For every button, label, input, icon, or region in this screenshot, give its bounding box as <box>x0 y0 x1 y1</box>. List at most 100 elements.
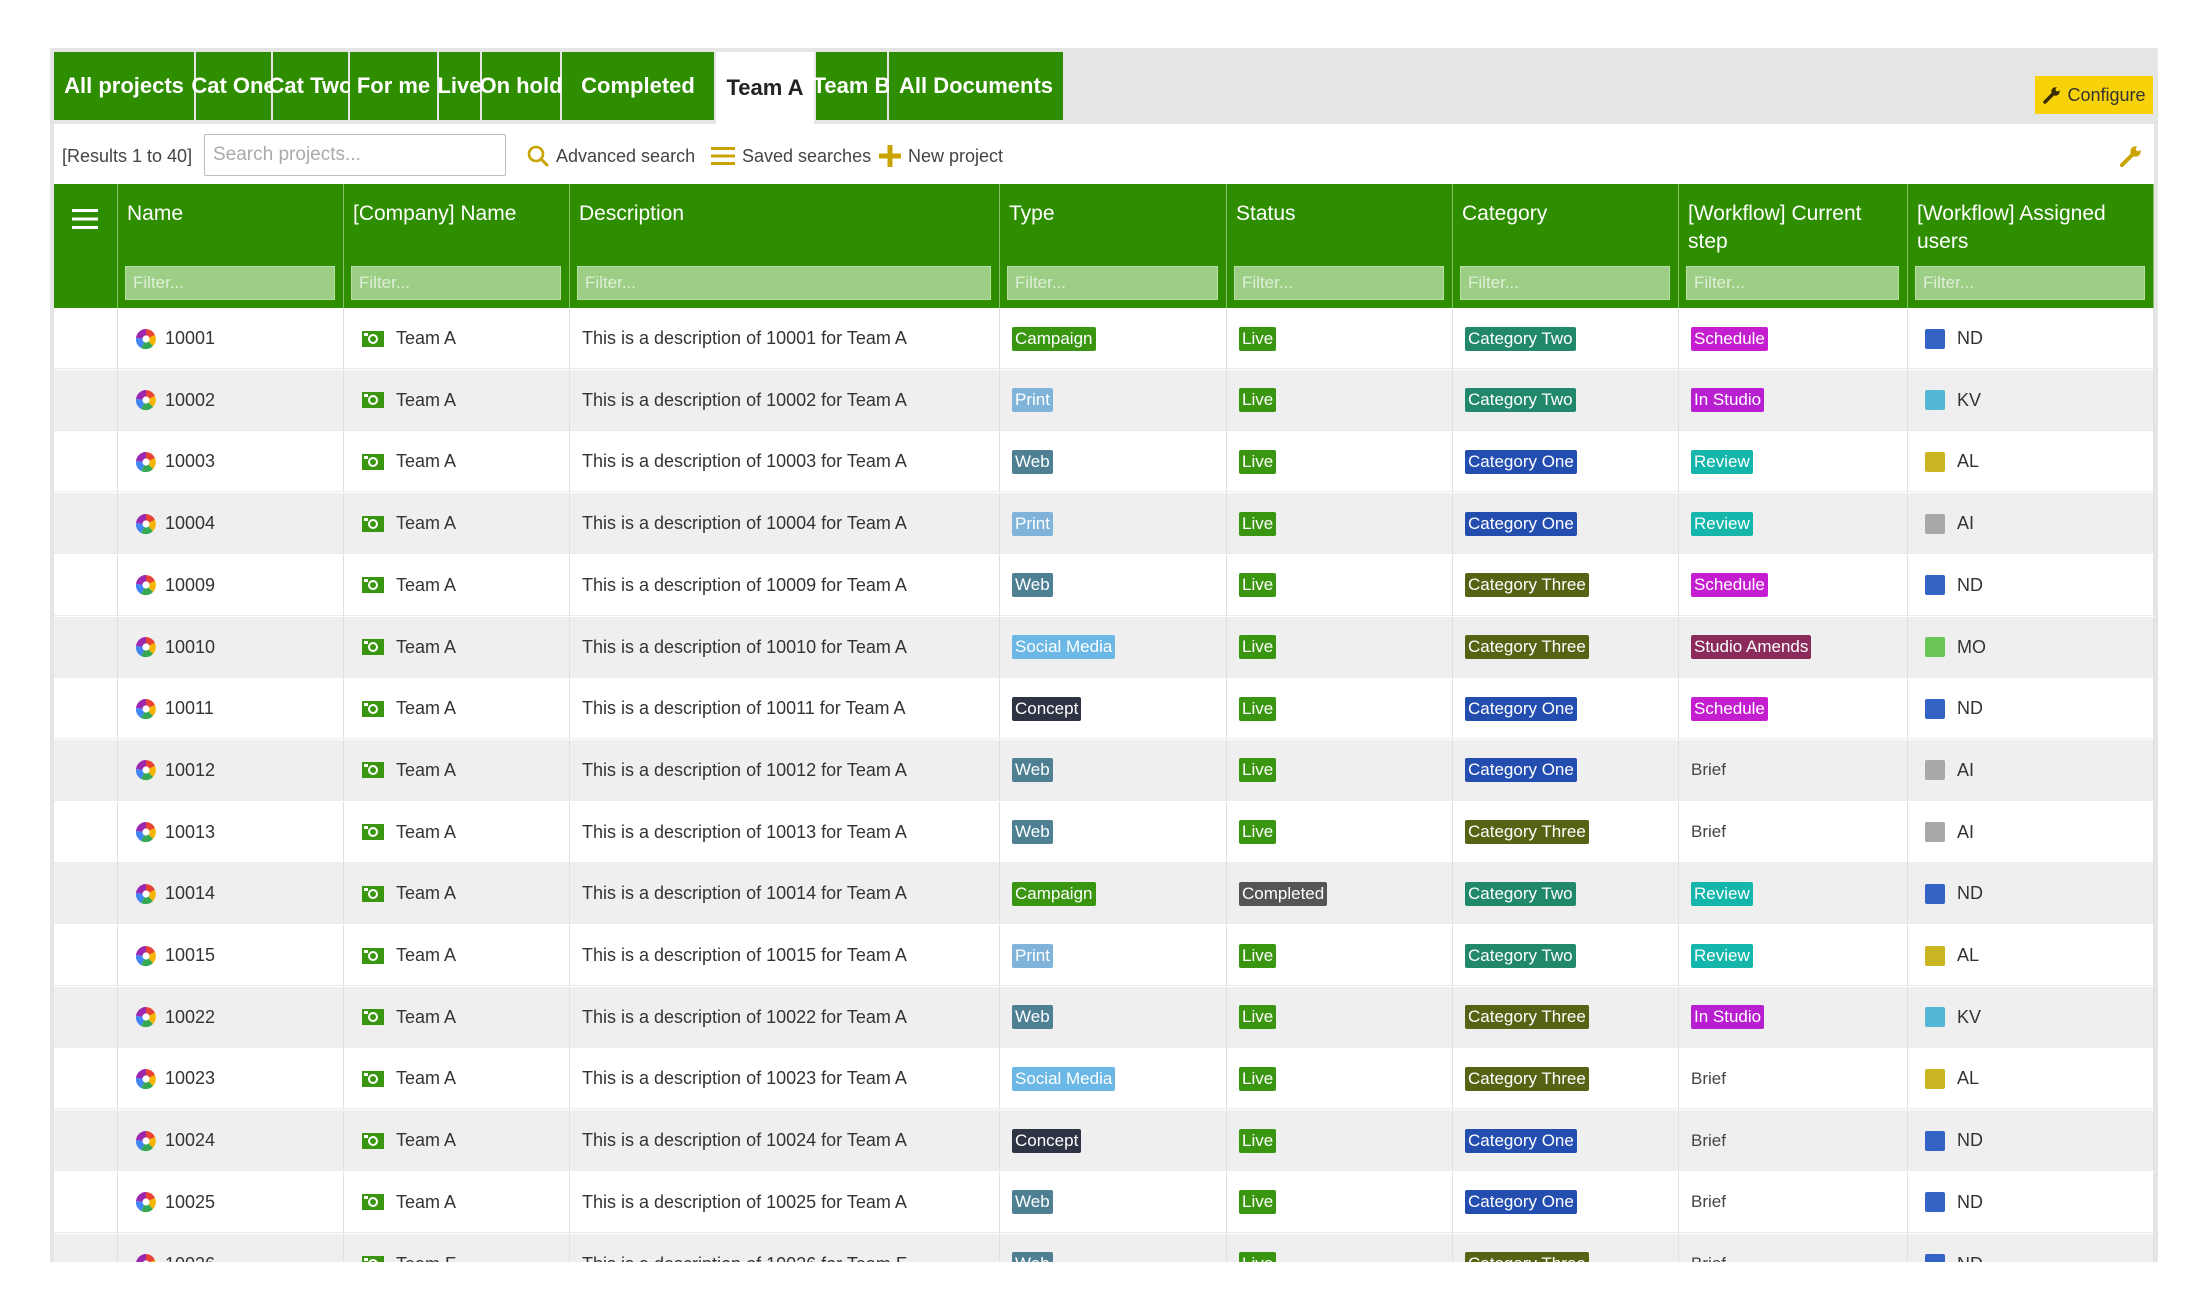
project-aperture-icon <box>135 328 156 349</box>
column-header-category[interactable]: Category <box>1453 184 1679 308</box>
table-row[interactable]: 10013 Team A This is a description of 1001… <box>54 801 2154 863</box>
column-header-assigned-users[interactable]: [Workflow] Assigned users <box>1908 184 2154 308</box>
settings-wrench-button[interactable] <box>2118 124 2144 188</box>
table-row[interactable]: 10023 Team A This is a description of 1002… <box>54 1048 2154 1110</box>
table-row[interactable]: 10012 Team A This is a description of 1001… <box>54 739 2154 801</box>
project-name-cell[interactable]: 10015 <box>118 925 344 986</box>
project-name-cell[interactable]: 10022 <box>118 986 344 1048</box>
project-name-cell[interactable]: 10014 <box>118 863 344 925</box>
table-row[interactable]: 10003 Team A This is a description of 1000… <box>54 431 2154 493</box>
tab-completed[interactable]: Completed <box>562 52 714 120</box>
column-header-type[interactable]: Type <box>1000 184 1227 308</box>
filter-input-category[interactable] <box>1460 266 1670 300</box>
table-row[interactable]: 10025 Team A This is a description of 1002… <box>54 1171 2154 1233</box>
project-name-cell[interactable]: 10024 <box>118 1110 344 1172</box>
column-label: Status <box>1236 202 1296 225</box>
project-name-cell[interactable]: 10001 <box>118 308 344 369</box>
saved-searches-link[interactable]: Saved searches <box>710 124 871 188</box>
tab-on-hold[interactable]: On hold <box>479 52 563 120</box>
status-cell: Live <box>1227 493 1453 555</box>
row-select-cell[interactable] <box>54 678 118 740</box>
table-row[interactable]: 10015 Team A This is a description of 1001… <box>54 925 2154 986</box>
column-header-description[interactable]: Description <box>570 184 1000 308</box>
new-project-link[interactable]: New project <box>878 124 1003 188</box>
row-select-cell[interactable] <box>54 493 118 555</box>
project-name-cell[interactable]: 10002 <box>118 369 344 431</box>
tab-live[interactable]: Live <box>437 52 482 120</box>
project-name-cell[interactable]: 10012 <box>118 739 344 801</box>
description-text: This is a description of 10012 for Team … <box>582 759 907 780</box>
column-header-current-step[interactable]: [Workflow] Current step <box>1679 184 1908 308</box>
row-select-cell[interactable] <box>54 739 118 801</box>
category-cell: Category One <box>1453 1110 1679 1172</box>
description-text: This is a description of 10009 for Team … <box>582 574 907 595</box>
column-header-company-name[interactable]: [Company] Name <box>344 184 570 308</box>
search-input[interactable] <box>204 134 506 176</box>
row-select-cell[interactable] <box>54 1171 118 1233</box>
project-name-cell[interactable]: 10013 <box>118 801 344 863</box>
company-logo-icon <box>362 453 384 470</box>
tab-all-documents[interactable]: All Documents <box>889 52 1063 120</box>
tab-team-a[interactable]: Team A <box>716 52 814 124</box>
row-select-cell[interactable] <box>54 986 118 1048</box>
project-name-cell[interactable]: 10025 <box>118 1171 344 1233</box>
tab-cat-two[interactable]: Cat Two <box>269 52 352 120</box>
filter-input-company-name[interactable] <box>351 266 561 300</box>
project-name-cell[interactable]: 10023 <box>118 1048 344 1110</box>
row-select-cell[interactable] <box>54 1233 118 1262</box>
table-row[interactable]: 10004 Team A This is a description of 1000… <box>54 493 2154 555</box>
project-name-cell[interactable]: 10009 <box>118 554 344 616</box>
tab-cat-one[interactable]: Cat One <box>191 52 276 120</box>
row-select-cell[interactable] <box>54 616 118 678</box>
grid-menu-header[interactable] <box>54 184 118 308</box>
tab-for-me[interactable]: For me <box>350 52 437 120</box>
project-name-cell[interactable]: 10010 <box>118 616 344 678</box>
status-badge: Live <box>1239 1066 1277 1091</box>
tab-all-projects[interactable]: All projects <box>54 52 194 120</box>
table-row[interactable]: 10014 Team A This is a description of 1001… <box>54 863 2154 925</box>
column-header-name[interactable]: Name <box>118 184 344 308</box>
table-row[interactable]: 10001 Team A This is a description of 1000… <box>54 308 2154 369</box>
filter-input-name[interactable] <box>125 266 335 300</box>
table-row[interactable]: 10010 Team A This is a description of 1001… <box>54 616 2154 678</box>
advanced-search-link[interactable]: Advanced search <box>526 124 695 188</box>
description-text: This is a description of 10010 for Team … <box>582 636 907 657</box>
workflow-step-badge: Brief <box>1691 760 1726 780</box>
table-row[interactable]: 10022 Team A This is a description of 1002… <box>54 986 2154 1048</box>
row-select-cell[interactable] <box>54 1048 118 1110</box>
table-row[interactable]: 10009 Team A This is a description of 1000… <box>54 554 2154 616</box>
filter-input-type[interactable] <box>1007 266 1218 300</box>
row-select-cell[interactable] <box>54 863 118 925</box>
row-select-cell[interactable] <box>54 554 118 616</box>
table-row[interactable]: 10026 Team F This is a description of 1002… <box>54 1233 2154 1262</box>
column-header-status[interactable]: Status <box>1227 184 1453 308</box>
company-name-cell: Team A <box>344 431 570 493</box>
row-select-cell[interactable] <box>54 308 118 369</box>
project-name-link: 10023 <box>165 1068 216 1089</box>
table-row[interactable]: 10024 Team A This is a description of 1002… <box>54 1110 2154 1172</box>
filter-input-assigned-users[interactable] <box>1915 266 2145 300</box>
configure-label: Configure <box>2067 84 2146 105</box>
company-name: Team A <box>396 759 457 780</box>
project-name-cell[interactable]: 10011 <box>118 678 344 740</box>
description-cell: This is a description of 10010 for Team … <box>570 616 1000 678</box>
assigned-user-initials: ND <box>1957 1130 1983 1151</box>
project-name-cell[interactable]: 10003 <box>118 431 344 493</box>
project-name-cell[interactable]: 10026 <box>118 1233 344 1262</box>
table-row[interactable]: 10002 Team A This is a description of 1000… <box>54 369 2154 431</box>
row-select-cell[interactable] <box>54 1110 118 1172</box>
filter-input-status[interactable] <box>1234 266 1444 300</box>
filter-input-current-step[interactable] <box>1686 266 1899 300</box>
column-label: Type <box>1009 202 1055 225</box>
row-select-cell[interactable] <box>54 369 118 431</box>
filter-input-description[interactable] <box>577 266 991 300</box>
row-select-cell[interactable] <box>54 925 118 986</box>
row-select-cell[interactable] <box>54 801 118 863</box>
table-row[interactable]: 10011 Team A This is a description of 1001… <box>54 678 2154 740</box>
configure-button[interactable]: Configure <box>2035 76 2153 114</box>
tab-team-b[interactable]: Team B <box>813 52 890 120</box>
user-avatar-icon <box>1925 1130 1945 1151</box>
project-name-cell[interactable]: 10004 <box>118 493 344 555</box>
category-cell: Category Three <box>1453 1048 1679 1110</box>
row-select-cell[interactable] <box>54 431 118 493</box>
